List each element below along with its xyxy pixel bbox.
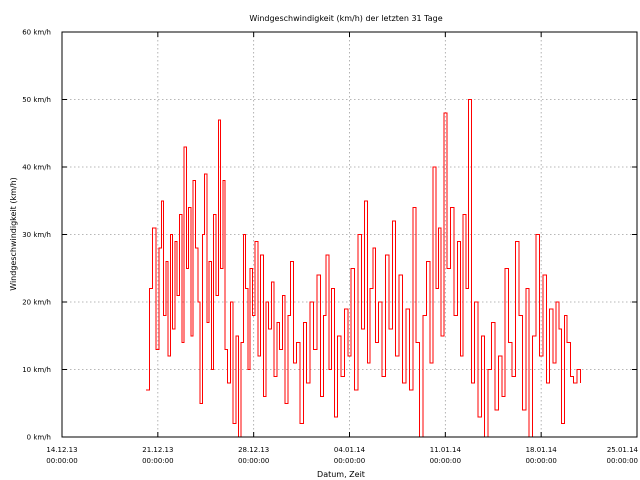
x-tick-date-label: 14.12.13 xyxy=(46,446,77,454)
x-tick-time-label: 00:00:00 xyxy=(238,457,269,465)
x-tick-time-label: 00:00:00 xyxy=(525,457,556,465)
x-gridlines xyxy=(157,32,542,437)
x-tick-time-label: 00:00:00 xyxy=(46,457,77,465)
x-axis-title: Datum, Zeit xyxy=(317,470,365,479)
wind-speed-series-line xyxy=(145,99,582,438)
y-tick-label: 10 km/h xyxy=(22,366,51,374)
y-tick-label: 50 km/h xyxy=(22,96,51,104)
series-layer xyxy=(145,99,582,438)
y-tick-label: 20 km/h xyxy=(22,299,51,307)
x-tick-time-label: 00:00:00 xyxy=(334,457,365,465)
y-tick-label: 40 km/h xyxy=(22,164,51,172)
x-tick-time-label: 00:00:00 xyxy=(607,457,638,465)
x-tick-time-label: 00:00:00 xyxy=(142,457,173,465)
x-tick-date-label: 25.01.14 xyxy=(607,446,639,454)
x-tick-date-label: 18.01.14 xyxy=(526,446,558,454)
x-tick-date-label: 28.12.13 xyxy=(238,446,269,454)
x-axis-ticks: 14.12.13 00:00:00 21.12.13 00:00:00 28.12.13… xyxy=(46,32,639,465)
y-tick-label: 30 km/h xyxy=(22,231,51,239)
y-tick-label: 60 km/h xyxy=(22,29,51,37)
y-axis-title: Windgeschwindigkeit (km/h) xyxy=(9,177,18,291)
chart-title: Windgeschwindigkeit (km/h) der letzten 3… xyxy=(249,14,442,23)
x-tick-time-label: 00:00:00 xyxy=(430,457,461,465)
y-axis-ticks: 0 km/h 10 km/h 20 km/h 30 km/h 40 km/h 50 km/… xyxy=(22,29,637,442)
x-tick-date-label: 11.01.14 xyxy=(430,446,462,454)
x-tick-date-label: 21.12.13 xyxy=(142,446,173,454)
y-tick-label: 0 km/h xyxy=(27,434,51,442)
x-tick-date-label: 04.01.14 xyxy=(334,446,366,454)
